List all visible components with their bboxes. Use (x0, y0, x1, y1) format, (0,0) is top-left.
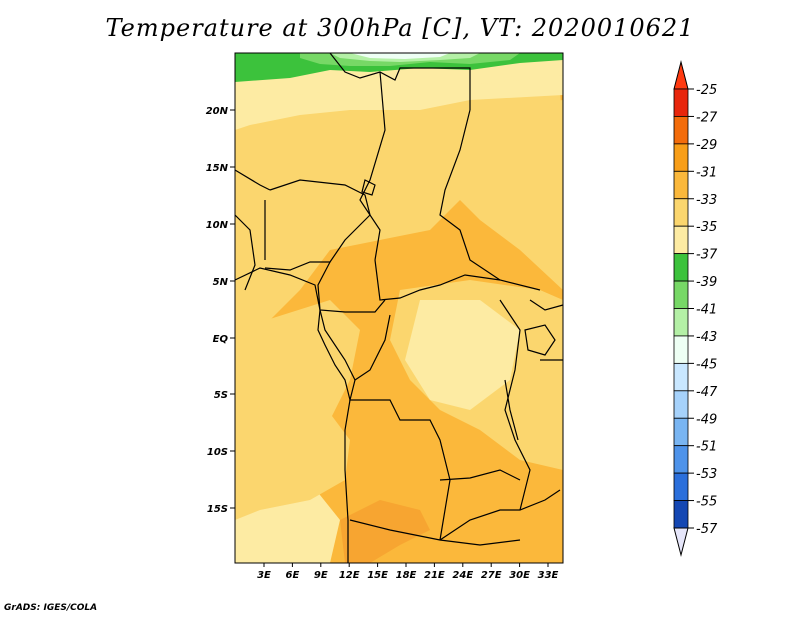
colorbar-label: -39 (696, 275, 717, 290)
colorbar-label: -51 (696, 440, 717, 455)
colorbar-label: -31 (696, 165, 717, 180)
colorbar-swatch (673, 253, 689, 282)
lake-chad (361, 179, 376, 196)
field-band-43 (350, 53, 450, 59)
colorbar-swatch (673, 362, 689, 392)
colorbar-swatch (673, 417, 689, 447)
colorbar-bottom-arrow (673, 527, 689, 557)
colorbar-swatch (673, 308, 689, 337)
lat-tick-label: 10N (206, 220, 229, 231)
lat-tick-label: 20N (206, 106, 229, 117)
field-region-center (405, 300, 520, 410)
colorbar-label: -49 (696, 412, 717, 427)
colorbar-swatch (673, 170, 689, 200)
border-cameroon (317, 261, 386, 313)
lat-tick-label: 15N (206, 163, 229, 174)
lon-tick-label: 6E (286, 570, 300, 581)
colorbar-swatch (673, 500, 689, 529)
colorbar-swatch (673, 390, 689, 419)
lake-victoria (524, 324, 556, 356)
border-west-africa (234, 169, 271, 291)
lon-tick-label: 12E (339, 570, 360, 581)
colorbar-swatch (673, 143, 689, 172)
border-east-kenya (529, 299, 564, 361)
lon-tick-label: 27E (481, 570, 502, 581)
colorbar: -25 -27 -29 -31 -33 -35 -37 -39 -41 -43 -45 -47 -49 -… (673, 60, 718, 557)
lon-tick-label: 3E (257, 570, 271, 581)
colorbar-label: -27 (696, 110, 718, 125)
lon-tick-label: 33E (538, 570, 559, 581)
colorbar-label: -41 (696, 303, 717, 318)
lat-tick-label: EQ (213, 334, 229, 345)
colorbar-swatch (673, 472, 689, 501)
colorbar-label: -53 (696, 467, 717, 482)
field-region-southwest-band (235, 400, 350, 520)
lon-tick-label: 18E (396, 570, 417, 581)
colorbar-swatch (673, 335, 689, 364)
map-field (235, 53, 563, 563)
colorbar-label: -37 (696, 248, 718, 263)
lon-tick-label: 30E (509, 570, 530, 581)
colorbar-swatch (673, 116, 689, 145)
border-drc-east (499, 299, 531, 511)
field-band-35-edge (235, 60, 563, 100)
colorbar-label: -57 (696, 522, 718, 537)
colorbar-swatch (673, 225, 689, 255)
border-angola-zambia (439, 469, 521, 481)
grads-credit: GrADS: IGES/COLA (4, 603, 98, 613)
colorbar-label: -25 (696, 83, 717, 98)
field-region-south-warm (340, 500, 430, 563)
colorbar-swatch (673, 198, 689, 227)
lake-tanganyika (504, 379, 519, 441)
colorbar-label: -45 (696, 357, 717, 372)
colorbar-label: -35 (696, 220, 717, 235)
country-borders (234, 52, 564, 563)
colorbar-swatch (673, 280, 689, 309)
longitude-axis: 3E 6E 9E 12E 15E 18E 21E 24E 27E 30E 33E (257, 563, 559, 581)
border-drc-west (349, 379, 451, 541)
field-region-northeast (450, 100, 563, 290)
colorbar-top-arrow (673, 60, 689, 90)
map-frame (234, 52, 564, 564)
border-algeria-libya (329, 52, 471, 110)
colorbar-label: -55 (696, 495, 717, 510)
chart-title: Temperature at 300hPa [C], VT: 202001062… (105, 14, 695, 42)
lon-tick-label: 9E (314, 570, 328, 581)
coastline-gulf-of-guinea (234, 267, 351, 563)
lon-tick-label: 24E (452, 570, 473, 581)
colorbar-label: -43 (696, 330, 717, 345)
colorbar-swatch (673, 445, 689, 474)
lat-tick-label: 5S (214, 390, 228, 401)
colorbar-label: -33 (696, 193, 717, 208)
border-niger-chad (359, 71, 386, 261)
lon-tick-label: 21E (424, 570, 445, 581)
colorbar-swatch (673, 88, 689, 117)
lon-tick-label: 15E (367, 570, 388, 581)
border-car (374, 259, 501, 301)
border-chad-sudan (439, 109, 541, 291)
colorbar-label: -47 (696, 385, 718, 400)
lat-tick-label: 5N (213, 277, 229, 288)
lat-tick-label: 15S (207, 504, 228, 515)
border-zambia-south (439, 489, 561, 541)
border-nigeria (264, 179, 371, 271)
lat-tick-label: 10S (207, 447, 228, 458)
latitude-axis: 20N 15N 10N 5N EQ 5S 10S 15S (206, 106, 235, 515)
colorbar-label: -29 (696, 138, 717, 153)
